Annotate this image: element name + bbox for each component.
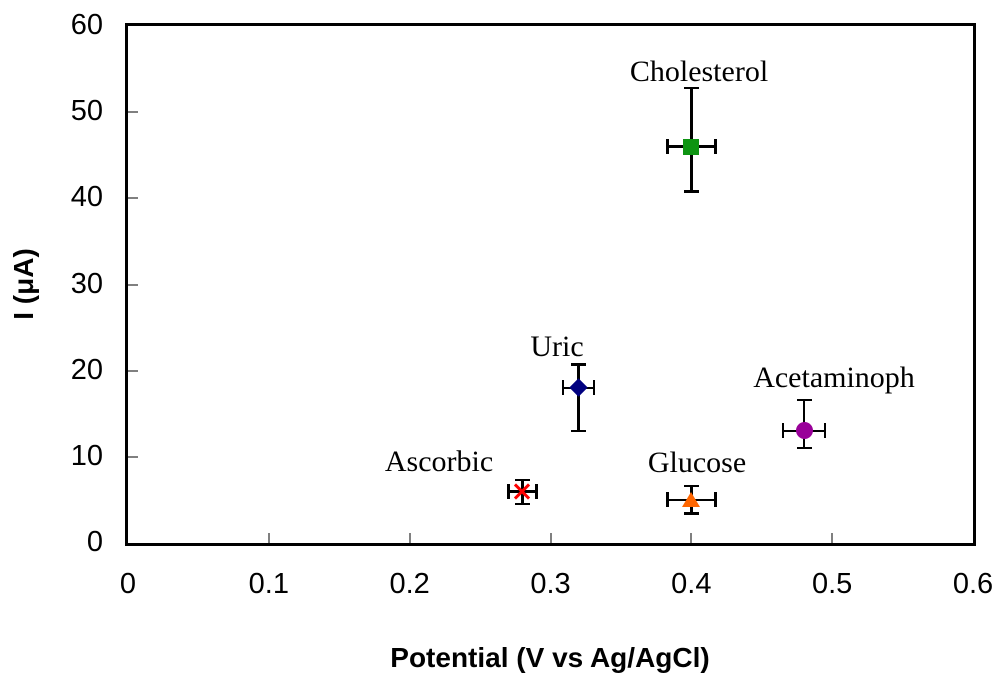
point-label-ascorbic: Ascorbic — [384, 445, 494, 478]
x-tick-label: 0.6 — [952, 568, 994, 600]
error-bar-cap-top-acetaminoph — [796, 398, 812, 402]
x-tick — [831, 533, 834, 543]
y-tick-label: 20 — [70, 353, 103, 386]
point-label-cholesterol: Cholesterol — [629, 55, 769, 88]
marker-circle-acetaminoph — [795, 422, 813, 440]
error-bar-cap-right-uric — [592, 380, 596, 396]
error-bar-cap-right-ascorbic — [535, 483, 538, 499]
point-label-uric: Uric — [530, 330, 584, 363]
marker-x-ascorbic — [513, 482, 531, 500]
marker-triangle-glucose — [682, 491, 701, 507]
y-tick-label: 30 — [70, 267, 103, 300]
point-label-glucose: Glucose — [647, 446, 747, 479]
error-bar-vertical-uric — [577, 364, 580, 431]
y-tick — [128, 197, 138, 200]
x-tick-label: 0.5 — [811, 568, 853, 600]
error-bar-cap-right-cholesterol — [714, 139, 717, 155]
x-tick — [267, 533, 270, 543]
error-bar-cap-left-acetaminoph — [781, 423, 785, 439]
y-tick-label: 10 — [70, 439, 103, 472]
x-tick — [549, 533, 552, 543]
point-label-acetaminoph: Acetaminoph — [753, 361, 915, 394]
error-bar-cap-left-glucose — [666, 492, 669, 508]
error-bar-cap-bottom-acetaminoph — [796, 446, 812, 450]
x-axis-title: Potential (V vs Ag/AgCl) — [390, 642, 710, 673]
y-tick-label: 60 — [70, 8, 103, 41]
y-tick — [128, 369, 138, 372]
y-tick — [128, 283, 138, 286]
x-tick-label: 0.2 — [389, 568, 430, 600]
x-tick — [690, 533, 693, 543]
error-bar-cap-bottom-cholesterol — [683, 190, 699, 193]
error-bar-cap-bottom-ascorbic — [514, 502, 530, 506]
x-tick-label: 0 — [119, 568, 137, 600]
x-tick — [408, 533, 411, 543]
marker-square-cholesterol — [683, 138, 700, 155]
error-bar-cap-top-glucose — [683, 484, 699, 488]
error-bar-cap-left-cholesterol — [666, 139, 669, 155]
error-bar-cap-top-uric — [571, 363, 587, 366]
error-bar-cap-bottom-uric — [571, 429, 587, 433]
error-bar-cap-right-glucose — [714, 492, 717, 508]
y-tick-label: 40 — [70, 181, 103, 214]
y-tick — [128, 455, 138, 458]
error-bar-cap-right-acetaminoph — [823, 423, 827, 439]
error-bar-cap-left-ascorbic — [507, 483, 510, 499]
y-tick — [128, 111, 138, 114]
error-bar-cap-top-cholesterol — [683, 86, 699, 90]
y-tick-label: 50 — [70, 94, 103, 127]
y-tick-label: 0 — [86, 525, 103, 558]
x-tick-label: 0.4 — [671, 568, 712, 600]
plot-area-border — [125, 23, 976, 546]
error-bar-cap-top-ascorbic — [514, 478, 530, 482]
error-bar-cap-bottom-glucose — [683, 512, 699, 515]
x-tick-label: 0.1 — [248, 568, 289, 600]
error-bar-cap-left-uric — [561, 380, 565, 396]
x-tick-label: 0.3 — [530, 568, 571, 600]
